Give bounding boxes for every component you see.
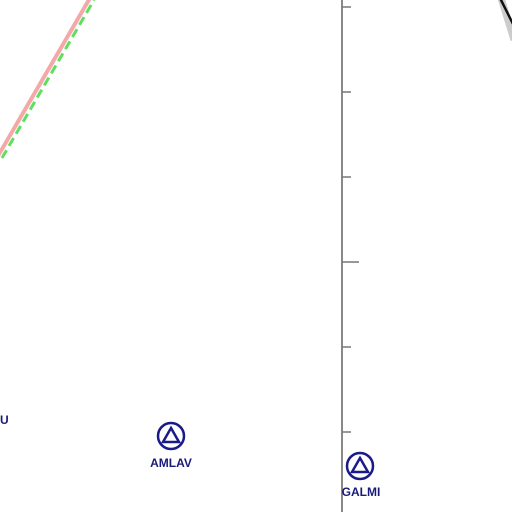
waypoint-triangle (349, 455, 371, 474)
waypoint-label: AMLAV (150, 456, 192, 470)
track-line (499, 0, 512, 25)
route-line (0, 0, 92, 157)
waypoint: GALMI (342, 451, 381, 499)
waypoint-ring (345, 451, 375, 481)
waypoint-triangle (160, 425, 182, 444)
route-dashed (0, 0, 96, 159)
waypoint-label: GALMI (342, 485, 381, 499)
waypoint-ring (156, 421, 186, 451)
scale-ticks (342, 6, 359, 433)
waypoint: AMLAV (150, 421, 192, 470)
waypoint-label: U (0, 413, 9, 427)
